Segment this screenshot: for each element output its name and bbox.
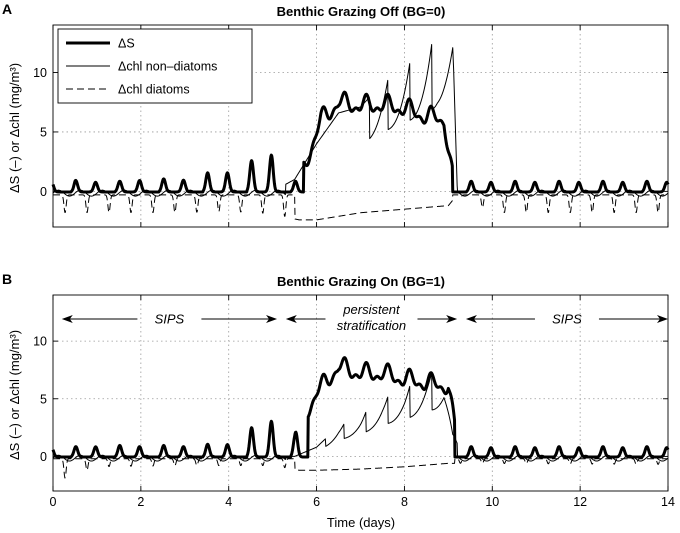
- legend-label: Δchl non–diatoms: [118, 60, 217, 74]
- panel-a-y-axis-label: ΔS (–) or Δchl (mg/m³): [7, 63, 22, 193]
- annotation-arrowhead-right: [657, 315, 668, 323]
- panel-b-series-chl-non-diatoms: [52, 372, 669, 462]
- y-tick-label: 10: [33, 335, 47, 349]
- y-tick-label: 5: [40, 392, 47, 406]
- annotation-arrowhead-right: [446, 315, 458, 323]
- panel-b: B Benthic Grazing On (BG=1) ΔS (–) or Δc…: [2, 271, 675, 530]
- panel-b-series: [51, 356, 670, 479]
- annotation-arrowhead-right: [266, 315, 278, 323]
- annotation-text-bg: [325, 301, 418, 335]
- annotation-arrowhead-left: [61, 315, 73, 323]
- panel-b-series-chl-diatoms: [52, 458, 669, 479]
- x-tick-label: 4: [225, 495, 232, 509]
- panel-a-series-delta-s: [51, 90, 670, 194]
- x-tick-label: 2: [137, 495, 144, 509]
- panel-a-letter: A: [2, 1, 12, 17]
- annotation-arrowhead-left: [285, 315, 297, 323]
- annotation-label: SIPS: [552, 312, 582, 327]
- legend: ΔS Δchl non–diatoms Δchl diatoms: [57, 28, 253, 104]
- panel-b-x-axis-label: Time (days): [327, 515, 395, 530]
- x-tick-label: 8: [401, 495, 408, 509]
- panel-a: A Benthic Grazing Off (BG=0) ΔS (–) or Δ…: [2, 1, 670, 228]
- x-tick-label: 14: [661, 495, 675, 509]
- panel-a-title: Benthic Grazing Off (BG=0): [277, 4, 446, 19]
- annotation-arrowhead-left: [465, 315, 477, 323]
- x-tick-label: 0: [50, 495, 57, 509]
- x-tick-label: 12: [573, 495, 587, 509]
- legend-label: Δchl diatoms: [118, 83, 190, 97]
- panel-b-series-delta-s: [51, 356, 670, 459]
- panel-a-frame: [52, 24, 669, 228]
- y-tick-label: 0: [40, 450, 47, 464]
- panel-a-grid: [53, 25, 668, 227]
- x-tick-label: 6: [313, 495, 320, 509]
- annotation-label: persistent: [342, 302, 401, 317]
- panel-b-letter: B: [2, 271, 12, 287]
- y-tick-label: 5: [40, 125, 47, 139]
- panel-b-ticks: 0 2 4 6 8 10 12 14 0 5 10: [33, 295, 675, 509]
- annotation-label: SIPS: [155, 312, 185, 327]
- panel-a-series: [51, 44, 670, 221]
- panel-a-series-chl-diatoms: [52, 194, 669, 221]
- panel-b-y-axis-label: ΔS (–) or Δchl (mg/m³): [7, 330, 22, 460]
- x-tick-label: 10: [485, 495, 499, 509]
- y-tick-label: 10: [33, 66, 47, 80]
- panel-b-frame: [52, 294, 669, 492]
- legend-label: ΔS: [118, 37, 135, 51]
- annotation-label: stratification: [337, 318, 406, 333]
- y-tick-label: 0: [40, 185, 47, 199]
- panel-a-series-chl-non-diatoms: [52, 44, 669, 197]
- panel-b-title: Benthic Grazing On (BG=1): [277, 274, 445, 289]
